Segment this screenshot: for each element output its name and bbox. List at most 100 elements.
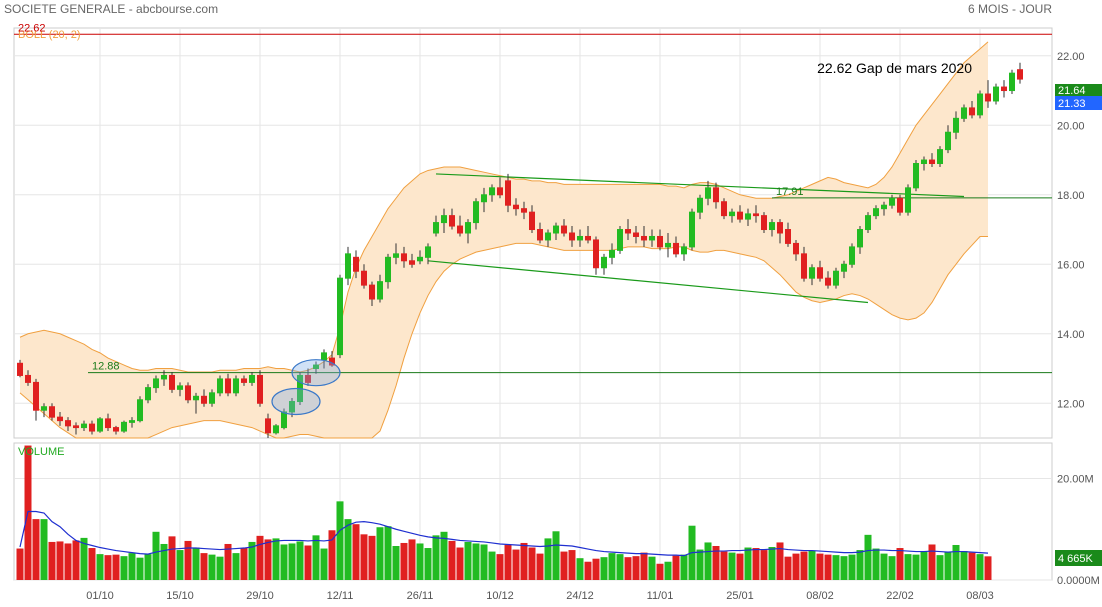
candle-up	[249, 374, 255, 383]
volume-bar-up	[864, 534, 872, 580]
candle-up	[617, 229, 623, 251]
volume-bar-down	[64, 543, 72, 580]
candle-up	[577, 235, 583, 241]
volume-bar-up	[936, 555, 944, 580]
volume-bar-up	[544, 538, 552, 580]
candle-up	[1009, 72, 1015, 92]
candle-up	[873, 208, 879, 217]
volume-bar-down	[816, 553, 824, 580]
candle-down	[361, 270, 367, 286]
volume-bar-up	[768, 547, 776, 580]
candle-up	[953, 117, 959, 133]
volume-y-tick-label: 0.0000M	[1057, 575, 1100, 587]
candle-down	[569, 232, 575, 241]
volume-bar-up	[128, 553, 136, 580]
candle-down	[673, 242, 679, 255]
candle-down	[513, 204, 519, 210]
volume-bar-down	[168, 536, 176, 580]
candle-up	[321, 352, 327, 361]
price-y-tick-label: 16.00	[1057, 259, 1085, 271]
volume-bar-up	[384, 526, 392, 580]
volume-bar-down	[200, 553, 208, 580]
volume-bar-up	[320, 548, 328, 580]
volume-bar-down	[224, 543, 232, 580]
candle-up	[857, 229, 863, 248]
volume-bar-up	[960, 551, 968, 580]
volume-bar-up	[416, 543, 424, 580]
volume-bar-up	[40, 519, 48, 580]
last-price-value: 21.33	[1058, 98, 1086, 110]
volume-bar-up	[336, 501, 344, 580]
horizontal-levels	[14, 33, 1052, 374]
volume-bar-down	[512, 549, 520, 580]
candle-up	[425, 246, 431, 258]
candle-up	[473, 201, 479, 224]
volume-bar-down	[368, 535, 376, 580]
volume-bar-down	[792, 553, 800, 580]
candle-up	[345, 253, 351, 279]
volume-bar-up	[392, 546, 400, 580]
candle-down	[401, 253, 407, 262]
volume-bar-up	[680, 554, 688, 580]
candle-up	[41, 406, 47, 411]
candle-up	[649, 235, 655, 241]
price-y-tick-label: 14.00	[1057, 329, 1085, 341]
volume-bar-up	[608, 553, 616, 580]
previous-close-badge	[1055, 84, 1102, 97]
candle-down	[409, 260, 415, 265]
candle-up	[961, 107, 967, 119]
volume-bar-up	[432, 535, 440, 580]
candle-up	[889, 197, 895, 206]
candle-down	[713, 187, 719, 203]
volume-bar-down	[784, 556, 792, 580]
volume-bar-up	[216, 556, 224, 580]
volume-bar-up	[904, 554, 912, 580]
volume-bar-down	[760, 550, 768, 580]
volume-bar-up	[176, 550, 184, 580]
candle-up	[921, 159, 927, 165]
candle-up	[977, 93, 983, 116]
volume-bar-down	[536, 553, 544, 580]
volume-bar-up	[696, 549, 704, 580]
candle-down	[537, 229, 543, 241]
volume-bar-up	[576, 558, 584, 580]
volume-bar-down	[352, 524, 360, 580]
x-tick-label: 15/10	[166, 590, 194, 602]
candle-down	[721, 201, 727, 217]
volume-bar-up	[552, 531, 560, 580]
candle-up	[193, 395, 199, 401]
candle-up	[833, 270, 839, 286]
volume-bar-down	[800, 551, 808, 580]
bollinger-indicator-label: BOLL (20, 2)	[18, 29, 81, 41]
axis-labels: 01/10 15/10 29/10 12/11 26/11 10/12 24/12 11/01…	[86, 51, 1100, 602]
candle-up	[337, 277, 343, 356]
volume-bar-up	[616, 554, 624, 580]
volume-bar-up	[96, 554, 104, 580]
candle-down	[49, 406, 55, 418]
candle-up	[993, 86, 999, 102]
volume-bar-up	[208, 554, 216, 580]
candle-up	[729, 211, 735, 217]
candle-down	[753, 213, 759, 217]
candle-up	[553, 225, 559, 234]
candle-down	[633, 232, 639, 237]
candle-up	[129, 420, 135, 423]
candle-down	[657, 235, 663, 248]
candle-up	[865, 215, 871, 231]
volume-bar-up	[920, 551, 928, 580]
volume-bar-down	[592, 558, 600, 580]
volume-bar-up	[944, 552, 952, 580]
candle-down	[65, 420, 71, 427]
candle-up	[393, 253, 399, 258]
volume-bar-up	[120, 556, 128, 580]
last-volume-value: 4 665K	[1058, 553, 1094, 565]
x-tick-label: 24/12	[566, 590, 594, 602]
volume-bar-down	[720, 551, 728, 580]
highlight-circles	[271, 359, 341, 416]
candle-up	[313, 364, 319, 370]
volume-bar-down	[16, 548, 24, 580]
x-tick-label: 08/02	[806, 590, 834, 602]
volume-bar-down	[456, 547, 464, 580]
volume-bar-down	[48, 541, 56, 580]
volume-bar-down	[824, 554, 832, 580]
